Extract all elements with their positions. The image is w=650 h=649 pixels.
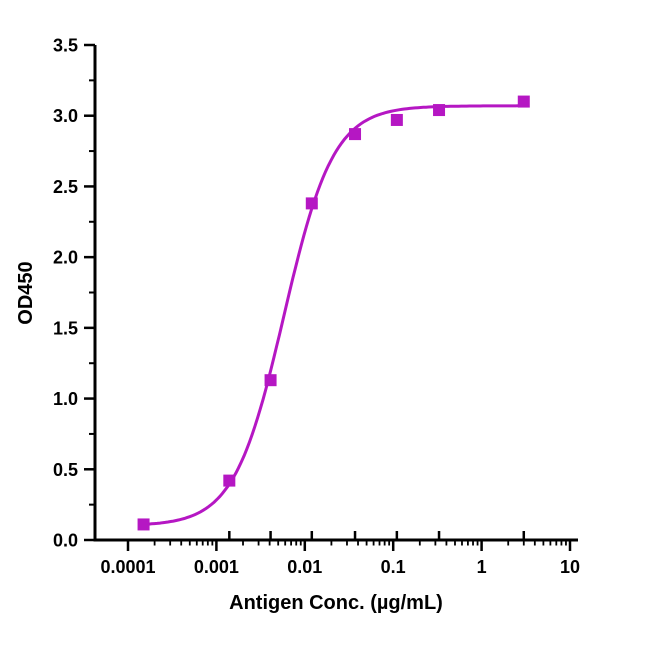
y-tick-label: 0.0 [53, 531, 78, 551]
x-tick-label: 1 [477, 557, 487, 577]
data-point-marker [433, 104, 446, 117]
data-point-marker [223, 474, 236, 487]
y-tick-label: 0.5 [53, 460, 78, 480]
data-point-marker [264, 374, 277, 387]
y-tick-label: 1.0 [53, 389, 78, 409]
x-tick-label: 10 [560, 557, 580, 577]
y-tick-label: 1.5 [53, 318, 78, 338]
y-axis-title: OD450 [15, 261, 37, 325]
data-point-marker [390, 113, 403, 126]
x-tick-label: 0.001 [194, 557, 239, 577]
y-tick-label: 3.5 [53, 36, 78, 56]
data-point-marker [137, 518, 150, 531]
x-tick-label: 0.0001 [100, 557, 155, 577]
y-tick-label: 2.5 [53, 177, 78, 197]
y-tick-label: 3.0 [53, 106, 78, 126]
data-point-marker [349, 128, 362, 141]
x-axis-title: Antigen Conc. (µg/mL) [229, 592, 443, 614]
x-tick-label: 0.01 [287, 557, 322, 577]
data-point-marker [305, 197, 318, 210]
x-tick-label: 0.1 [381, 557, 406, 577]
fit-curve [142, 104, 526, 526]
data-point-marker [517, 95, 530, 108]
y-tick-label: 2.0 [53, 248, 78, 268]
